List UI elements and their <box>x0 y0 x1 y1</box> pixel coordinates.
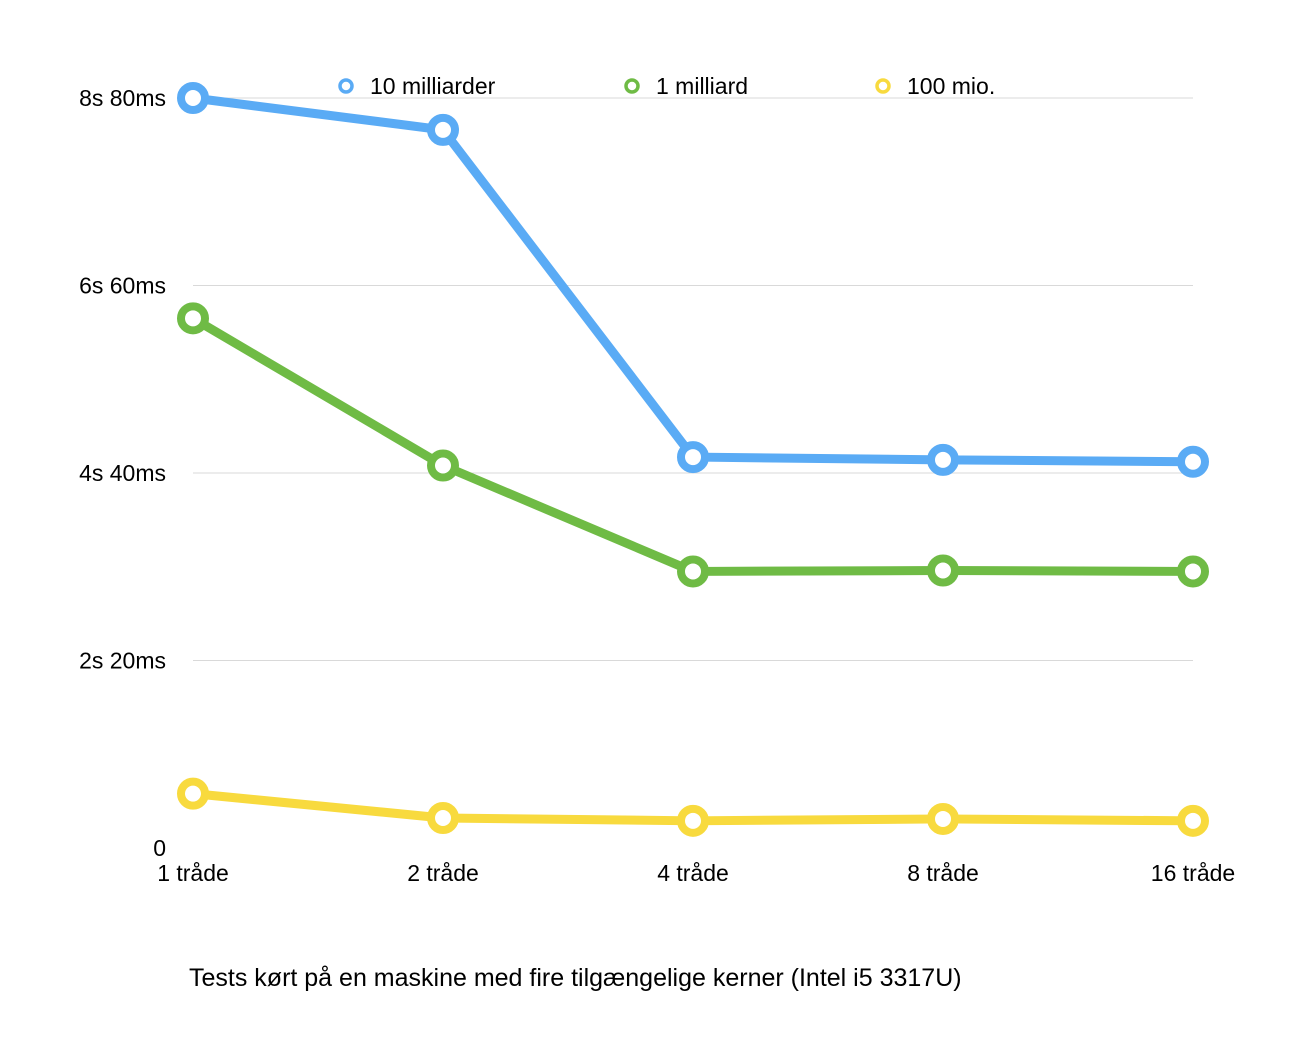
legend-marker <box>338 78 354 94</box>
data-point <box>177 302 209 335</box>
series-2 <box>177 302 1209 588</box>
x-tick-label: 1 tråde <box>157 860 229 886</box>
series-3 <box>177 777 1209 837</box>
x-tick-label: 2 tråde <box>407 860 479 886</box>
legend-label: 10 milliarder <box>370 73 496 99</box>
data-point <box>927 443 959 476</box>
legend-item: 10 milliarder <box>338 73 496 99</box>
x-tick-label: 8 tråde <box>907 860 979 886</box>
data-point <box>1177 804 1209 837</box>
x-tick-label: 16 tråde <box>1151 860 1235 886</box>
y-tick-label: 0 <box>153 835 166 861</box>
legend: 10 milliarder 1 milliard 100 mio. <box>338 73 995 99</box>
data-point <box>427 449 459 482</box>
data-point <box>177 82 209 114</box>
chart-caption: Tests kørt på en maskine med fire tilgæn… <box>189 964 962 992</box>
data-point <box>1177 445 1209 478</box>
data-point <box>1177 555 1209 588</box>
data-point <box>677 804 709 837</box>
series-1 <box>177 82 1209 478</box>
legend-label: 1 milliard <box>656 73 748 99</box>
data-point <box>927 554 959 587</box>
legend-label: 100 mio. <box>907 73 995 99</box>
data-point <box>677 555 709 588</box>
data-point <box>177 777 209 810</box>
y-tick-label: 2s 20ms <box>79 648 166 674</box>
data-point <box>677 441 709 474</box>
data-point <box>427 113 459 146</box>
legend-marker <box>624 78 640 94</box>
y-axis-tick-labels: 0 2s 20ms 4s 40ms 6s 60ms 8s 80ms <box>79 85 166 861</box>
y-tick-label: 6s 60ms <box>79 273 166 299</box>
y-tick-label: 4s 40ms <box>79 460 166 486</box>
y-tick-label: 8s 80ms <box>79 85 166 111</box>
legend-marker <box>875 78 891 94</box>
legend-item: 1 milliard <box>624 73 748 99</box>
data-point <box>427 802 459 834</box>
x-axis-tick-labels: 1 tråde 2 tråde 4 tråde 8 tråde 16 tråde <box>157 860 1235 886</box>
data-point <box>927 802 959 835</box>
gridlines <box>193 97 1193 661</box>
legend-item: 100 mio. <box>875 73 995 99</box>
x-tick-label: 4 tråde <box>657 860 729 886</box>
series-lines <box>177 82 1209 837</box>
